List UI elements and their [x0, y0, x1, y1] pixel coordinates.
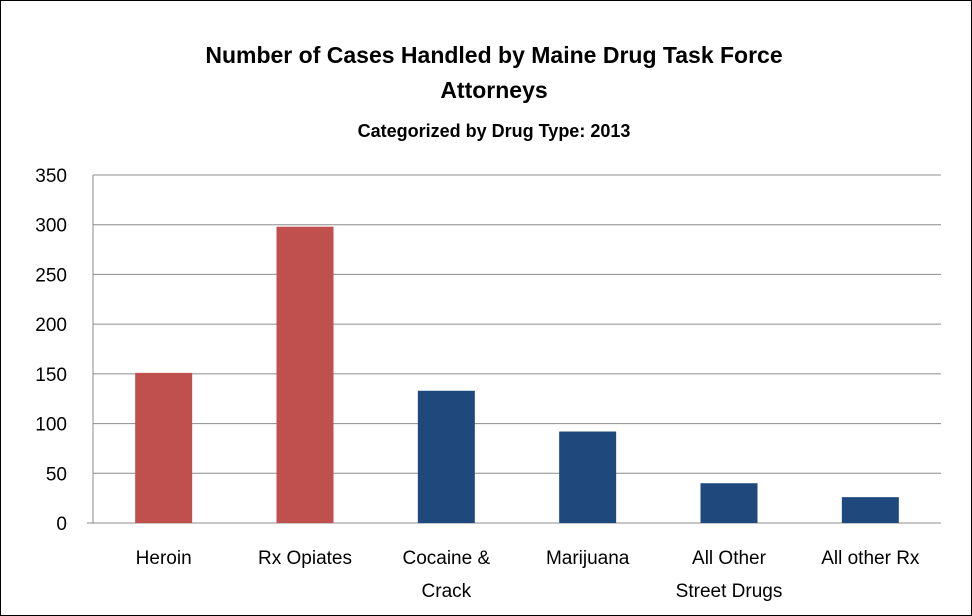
chart-title-group: Number of Cases Handled by Maine Drug Ta…	[205, 42, 782, 141]
x-category-label: Cocaine &	[402, 548, 490, 569]
bar-heroin	[135, 372, 193, 523]
y-tick-label-50: 50	[46, 464, 67, 485]
x-category-label: Crack	[422, 581, 472, 602]
y-axis-ticks: 0 50 100 150 200 250 300 350	[35, 166, 67, 535]
chart-title-line-1: Number of Cases Handled by Maine Drug Ta…	[205, 42, 782, 68]
y-tick-label-300: 300	[35, 216, 67, 237]
bar-marijuana	[559, 431, 617, 523]
bar-all-other-rx	[841, 497, 899, 523]
y-tick-label-250: 250	[35, 265, 67, 286]
y-tick-label-100: 100	[35, 415, 67, 436]
bar-all-other-street-drugs	[700, 483, 758, 523]
bars	[135, 226, 899, 523]
bar-cocaine-crack	[417, 390, 475, 523]
y-tick-label-0: 0	[56, 514, 67, 535]
x-category-label: Street Drugs	[676, 581, 783, 602]
x-category-label: All other Rx	[821, 548, 920, 569]
y-tick-label-200: 200	[35, 315, 67, 336]
bar-rx-opiates	[276, 226, 334, 523]
gridlines	[87, 174, 941, 524]
x-category-label: Marijuana	[546, 548, 630, 569]
x-axis-categories: Heroin Rx Opiates Cocaine & Crack Marijuana A…	[136, 548, 920, 602]
y-tick-label-350: 350	[35, 166, 67, 187]
y-tick-label-150: 150	[35, 365, 67, 386]
x-category-label: Rx Opiates	[258, 548, 352, 569]
chart-title-line-2: Attorneys	[440, 77, 547, 103]
chart-subtitle: Categorized by Drug Type: 2013	[358, 121, 631, 141]
x-category-label: All Other	[692, 548, 767, 569]
x-category-label: Heroin	[136, 548, 192, 569]
